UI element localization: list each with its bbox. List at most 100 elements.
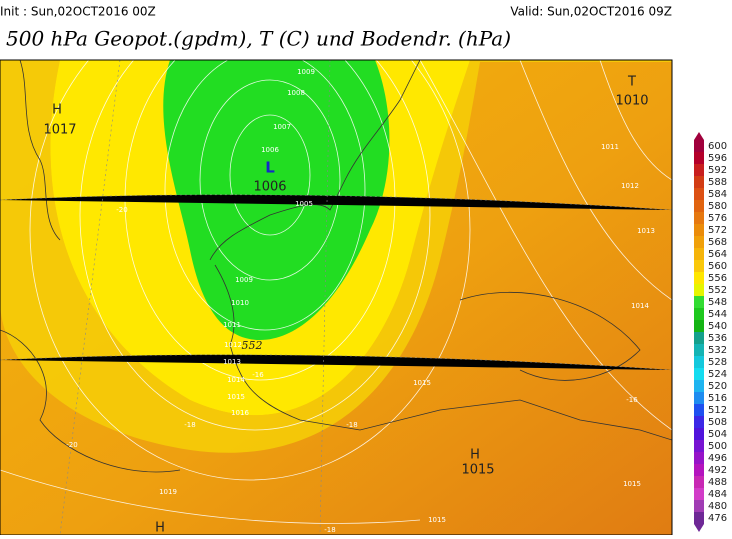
colorbar-label: 540 bbox=[708, 321, 727, 332]
colorbar-swatch bbox=[694, 140, 704, 152]
colorbar-swatch bbox=[694, 200, 704, 212]
colorbar-swatch bbox=[694, 212, 704, 224]
colorbar-swatch bbox=[694, 452, 704, 464]
map-label: 552 bbox=[242, 339, 263, 352]
colorbar-label: 528 bbox=[708, 357, 727, 368]
colorbar-swatch bbox=[694, 512, 704, 524]
colorbar-swatch bbox=[694, 236, 704, 248]
map-label: 1017 bbox=[43, 123, 76, 138]
colorbar-swatch bbox=[694, 416, 704, 428]
map-label: 1009 bbox=[235, 276, 253, 284]
colorbar-swatch bbox=[694, 164, 704, 176]
colorbar-swatch bbox=[694, 260, 704, 272]
colorbar-swatch bbox=[694, 500, 704, 512]
colorbar-label: 588 bbox=[708, 177, 727, 188]
colorbar-swatch bbox=[694, 356, 704, 368]
map-label: 1006 bbox=[253, 180, 286, 195]
colorbar-swatch bbox=[694, 404, 704, 416]
map-label: 1015 bbox=[623, 480, 641, 488]
colorbar-swatch bbox=[694, 368, 704, 380]
colorbar-swatch bbox=[694, 272, 704, 284]
map-label: 1015 bbox=[413, 379, 431, 387]
map-label: H bbox=[470, 448, 480, 463]
colorbar-label: 592 bbox=[708, 165, 727, 176]
map-label: 1010 bbox=[615, 94, 648, 109]
colorbar-label: 580 bbox=[708, 201, 727, 212]
colorbar-swatch bbox=[694, 188, 704, 200]
colorbar-label: 496 bbox=[708, 453, 727, 464]
colorbar-label: 492 bbox=[708, 465, 727, 476]
init-time: Init : Sun,02OCT2016 00Z bbox=[0, 5, 156, 19]
colorbar-label: 508 bbox=[708, 417, 727, 428]
colorbar-label: 512 bbox=[708, 405, 727, 416]
colorbar-label: 500 bbox=[708, 441, 727, 452]
colorbar-label: 584 bbox=[708, 189, 727, 200]
valid-time: Valid: Sun,02OCT2016 09Z bbox=[510, 5, 672, 19]
colorbar-label: 480 bbox=[708, 501, 727, 512]
map-label: 1011 bbox=[601, 143, 619, 151]
map-label: 1013 bbox=[637, 227, 655, 235]
map-label: 1008 bbox=[287, 89, 305, 97]
colorbar-label: 488 bbox=[708, 477, 727, 488]
colorbar-label: 516 bbox=[708, 393, 727, 404]
colorbar-label: 544 bbox=[708, 309, 727, 320]
map-label: 1011 bbox=[223, 321, 241, 329]
map-label: 1019 bbox=[159, 488, 177, 496]
map-label: -18 bbox=[184, 421, 195, 429]
colorbar-swatch bbox=[694, 392, 704, 404]
colorbar-swatch bbox=[694, 440, 704, 452]
map-label: H bbox=[155, 521, 165, 536]
colorbar-swatch bbox=[694, 380, 704, 392]
colorbar-label: 564 bbox=[708, 249, 727, 260]
colorbar-swatch bbox=[694, 476, 704, 488]
colorbar-arrow bbox=[694, 132, 704, 140]
colorbar-label: 524 bbox=[708, 369, 727, 380]
map-label: 1005 bbox=[295, 200, 313, 208]
map-label: -20 bbox=[66, 441, 77, 449]
colorbar-label: 576 bbox=[708, 213, 727, 224]
map-label: 1006 bbox=[261, 146, 279, 154]
colorbar-swatch bbox=[694, 332, 704, 344]
map-label: -18 bbox=[346, 421, 357, 429]
map-label: H bbox=[52, 103, 62, 118]
colorbar-label: 572 bbox=[708, 225, 727, 236]
map-title: 500 hPa Geopot.(gpdm), T (C) und Bodendr… bbox=[6, 27, 511, 51]
colorbar-swatch bbox=[694, 464, 704, 476]
colorbar-label: 596 bbox=[708, 153, 727, 164]
colorbar-swatch bbox=[694, 428, 704, 440]
map-label: 1010 bbox=[231, 299, 249, 307]
colorbar-label: 476 bbox=[708, 513, 727, 524]
map-label: 1013 bbox=[223, 358, 241, 366]
map-label: -18 bbox=[324, 526, 335, 534]
colorbar-swatch bbox=[694, 320, 704, 332]
colorbar-swatch bbox=[694, 344, 704, 356]
colorbar-label: 600 bbox=[708, 141, 727, 152]
colorbar-arrow bbox=[694, 524, 704, 532]
map-label: 1012 bbox=[224, 341, 242, 349]
colorbar-label: 556 bbox=[708, 273, 727, 284]
colorbar-swatch bbox=[694, 284, 704, 296]
map-label: 1014 bbox=[631, 302, 649, 310]
colorbar-swatch bbox=[694, 248, 704, 260]
colorbar-label: 520 bbox=[708, 381, 727, 392]
colorbar-label: 536 bbox=[708, 333, 727, 344]
colorbar-label: 560 bbox=[708, 261, 727, 272]
colorbar-swatch bbox=[694, 224, 704, 236]
colorbar-label: 548 bbox=[708, 297, 727, 308]
map-label: -16 bbox=[626, 396, 638, 404]
map-label: 1016 bbox=[231, 409, 249, 417]
colorbar-label: 568 bbox=[708, 237, 727, 248]
colorbar-label: 552 bbox=[708, 285, 727, 296]
colorbar-swatch bbox=[694, 176, 704, 188]
map-label: 1015 bbox=[428, 516, 446, 524]
map-label: 1007 bbox=[273, 123, 291, 131]
colorbar-swatch bbox=[694, 488, 704, 500]
map-label: T bbox=[627, 75, 636, 90]
colorbar-swatch bbox=[694, 296, 704, 308]
map-label: -16 bbox=[252, 371, 264, 379]
colorbar-label: 504 bbox=[708, 429, 727, 440]
map-label: 1015 bbox=[227, 393, 245, 401]
map-label: 1009 bbox=[297, 68, 315, 76]
map bbox=[0, 60, 672, 535]
